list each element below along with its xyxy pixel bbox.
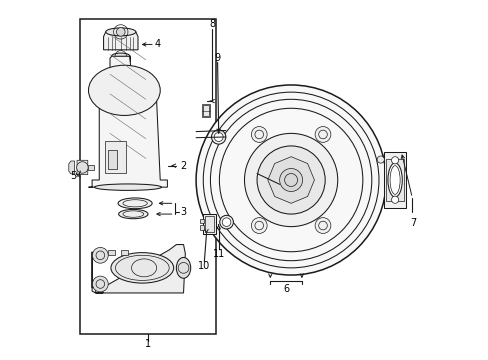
Bar [199,225,203,230]
Circle shape [376,156,384,163]
Polygon shape [267,157,314,203]
Circle shape [92,276,108,292]
Circle shape [251,218,266,233]
Circle shape [391,196,398,203]
Text: 2: 2 [180,161,186,171]
Polygon shape [69,161,74,174]
Polygon shape [88,56,167,187]
Bar [203,105,208,116]
Bar [108,149,117,169]
Text: 3: 3 [180,207,186,217]
Circle shape [391,157,398,164]
Polygon shape [103,32,138,50]
Bar [108,250,115,255]
Ellipse shape [118,198,152,209]
Circle shape [244,134,337,226]
Ellipse shape [111,57,130,64]
Text: 5: 5 [71,171,77,181]
Ellipse shape [387,163,402,197]
Ellipse shape [94,184,161,190]
Bar [204,216,214,232]
Ellipse shape [176,257,190,278]
Circle shape [257,146,325,214]
Circle shape [92,247,108,263]
Bar [202,104,210,117]
Ellipse shape [222,218,230,226]
Text: 4: 4 [154,40,161,49]
Circle shape [279,168,302,192]
Circle shape [314,218,330,233]
Ellipse shape [131,259,156,277]
Ellipse shape [119,210,148,219]
Circle shape [196,85,386,275]
Circle shape [116,28,125,36]
Bar [80,19,215,334]
Bar [104,140,126,173]
Ellipse shape [211,130,225,144]
Bar [203,214,215,234]
Text: 7: 7 [410,218,416,228]
Bar [383,152,406,208]
Bar [121,250,128,255]
Ellipse shape [219,215,233,229]
Polygon shape [76,160,88,175]
Ellipse shape [214,132,223,141]
Circle shape [314,127,330,142]
Polygon shape [92,244,185,293]
Text: 6: 6 [283,284,288,294]
Bar [386,159,403,201]
Text: 8: 8 [209,19,215,29]
Text: 11: 11 [213,248,225,258]
Ellipse shape [111,53,130,59]
Ellipse shape [105,28,136,36]
Circle shape [251,127,266,142]
Circle shape [77,162,88,173]
Ellipse shape [111,253,173,283]
Text: 10: 10 [198,261,210,271]
Bar [199,219,203,223]
Bar [88,165,94,170]
Text: 1: 1 [144,339,150,349]
Text: 9: 9 [214,53,220,63]
Ellipse shape [88,65,160,116]
